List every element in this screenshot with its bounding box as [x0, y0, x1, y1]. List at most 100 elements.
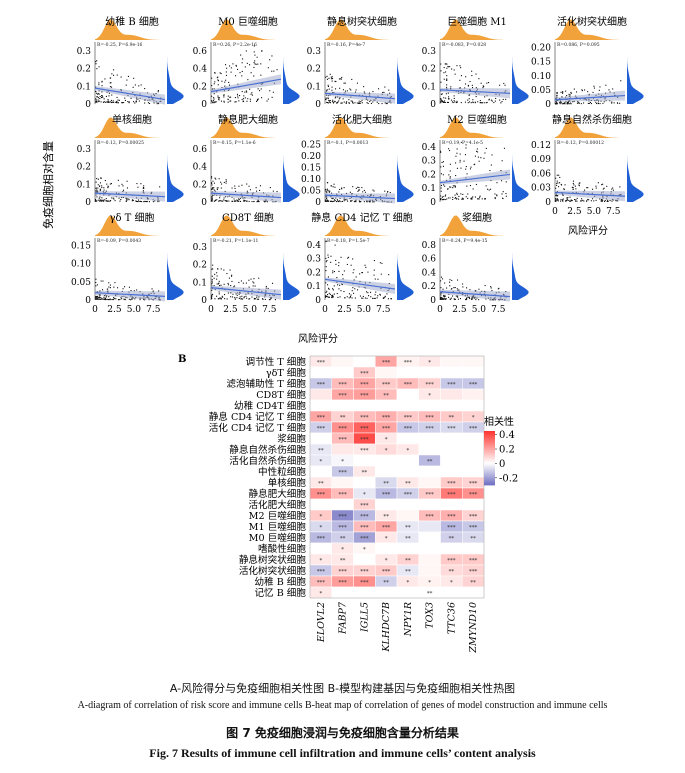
scatter-point [341, 188, 343, 190]
scatter-point [325, 90, 327, 92]
scatter-point [564, 184, 566, 186]
panel-stat: R=-0.09, P=0.0043 [97, 238, 141, 244]
top-density [440, 19, 510, 40]
scatter-point [325, 240, 327, 242]
scatter-point [461, 198, 463, 200]
scatter-point [326, 89, 328, 91]
legend-swatch [484, 448, 495, 451]
scatter-point [211, 268, 213, 270]
scatter-point [466, 185, 468, 187]
scatter-point [373, 269, 375, 271]
scatter-point [95, 99, 97, 101]
scatter-point [145, 201, 147, 203]
x-tick-label: 7.5 [491, 305, 506, 315]
legend-swatch [484, 480, 495, 483]
scatter-point [253, 201, 255, 203]
scatter-point [495, 97, 497, 99]
scatter-point [332, 102, 334, 104]
scatter-point [269, 90, 271, 92]
scatter-point [372, 189, 374, 191]
scatter-point [254, 285, 256, 287]
scatter-point [107, 101, 109, 103]
scatter-point [465, 196, 467, 198]
scatter-point [574, 199, 576, 201]
scatter-point [505, 181, 507, 183]
scatter-point [96, 96, 98, 98]
scatter-point [493, 299, 495, 301]
scatter-point [216, 187, 218, 189]
scatter-point [245, 200, 247, 202]
scatter-point [124, 97, 126, 99]
scatter-point [462, 198, 464, 200]
scatter-point [586, 200, 588, 202]
scatter-point [458, 289, 460, 291]
scatter-point [334, 100, 336, 102]
scatter-point [350, 100, 352, 102]
scatter-point [560, 183, 562, 185]
scatter-point [440, 99, 442, 101]
heatmap-row-label: 活化树突状细胞 [239, 565, 307, 577]
scatter-point [595, 101, 597, 103]
scatter-point [478, 299, 480, 301]
significance-mark: *** [382, 525, 391, 531]
scatter-point [378, 103, 380, 105]
heatmap-row-label: 静息 CD4 记忆 T 细胞 [209, 411, 307, 423]
scatter-point [459, 87, 461, 89]
scatter-point [238, 100, 240, 102]
scatter-point [218, 98, 220, 100]
right-density [397, 140, 414, 202]
scatter-point [242, 298, 244, 300]
scatter-point [327, 84, 329, 86]
scatter-point [211, 295, 213, 297]
panel-title: 静息树突状细胞 [327, 15, 397, 28]
scatter-point [446, 287, 448, 289]
scatter-point [260, 88, 262, 90]
scatter-point [440, 195, 442, 197]
scatter-point [459, 65, 461, 67]
scatter-point [568, 199, 570, 201]
scatter-point [213, 102, 215, 104]
scatter-point [328, 287, 330, 289]
legend-swatch [484, 468, 495, 471]
scatter-point [452, 185, 454, 187]
significance-mark: *** [469, 426, 478, 432]
scatter-point [327, 97, 329, 99]
scatter-point [444, 101, 446, 103]
scatter-point [108, 92, 110, 94]
scatter-point [444, 101, 446, 103]
fit-line [210, 287, 282, 296]
scatter-point [501, 160, 503, 162]
legend-swatch [484, 440, 495, 443]
scatter-point [126, 198, 128, 200]
scatter-point [328, 100, 330, 102]
scatter-point [581, 90, 583, 92]
scatter-point [356, 102, 358, 104]
scatter-point [97, 101, 99, 103]
heatmap-cell [462, 454, 485, 467]
scatter-point [213, 83, 215, 85]
scatter-point [440, 151, 442, 153]
scatter-point [557, 182, 559, 184]
significance-mark: ** [449, 569, 455, 575]
significance-mark: *** [360, 580, 369, 586]
scatter-point [572, 188, 574, 190]
scatter-point [601, 184, 603, 186]
scatter-point [100, 177, 102, 179]
scatter-point [227, 101, 229, 103]
y-tick-label: 0 [85, 198, 91, 208]
scatter-point [454, 73, 456, 75]
scatter-point [595, 199, 597, 201]
scatter-point [154, 200, 156, 202]
scatter-point [449, 66, 451, 68]
y-tick-label: 0.03 [531, 184, 551, 194]
scatter-point [490, 164, 492, 166]
y-tick-label: 0.6 [422, 255, 437, 265]
scatter-point [556, 195, 558, 197]
scatter-point [466, 297, 468, 299]
scatter-point [213, 187, 215, 189]
scatter-point [214, 81, 216, 83]
significance-mark: *** [469, 481, 478, 487]
y-tick-label: 0.3 [307, 255, 322, 265]
scatter-point [325, 190, 327, 192]
